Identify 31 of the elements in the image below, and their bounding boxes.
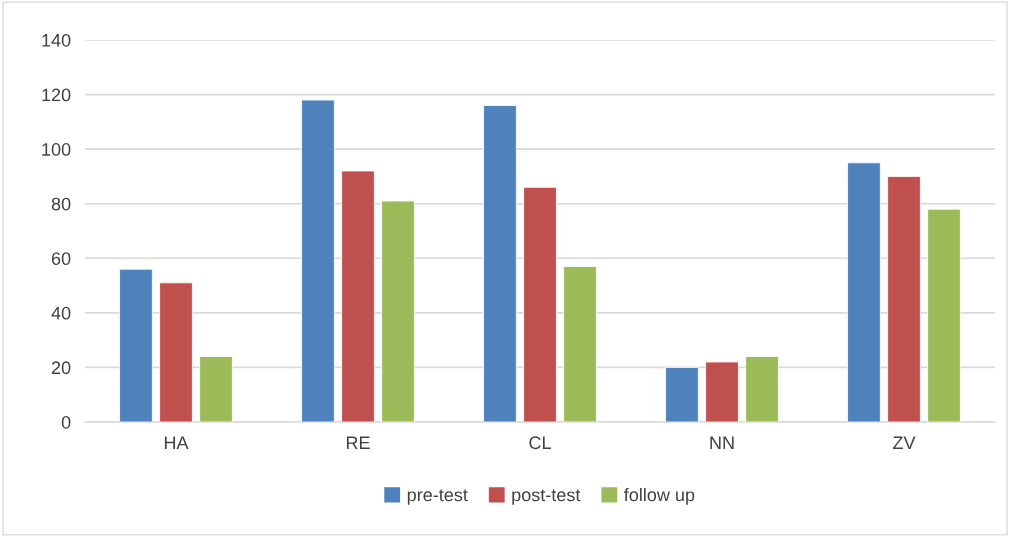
legend-label: post-test <box>512 489 581 505</box>
y-tick-label: 60 <box>51 252 71 266</box>
bar <box>927 208 961 422</box>
x-tick-label: RE <box>346 436 370 449</box>
bar <box>119 268 153 422</box>
legend-label: follow up <box>624 488 695 505</box>
bar <box>483 105 517 422</box>
bar <box>301 99 335 422</box>
bar <box>705 361 739 422</box>
y-tick-label: 40 <box>51 306 71 320</box>
y-tick-label: 120 <box>42 88 71 102</box>
bar <box>563 266 597 422</box>
y-tick-label: 100 <box>42 143 71 156</box>
y-tick-label: 20 <box>51 361 71 375</box>
x-tick-label: ZV <box>893 436 916 449</box>
x-tick-label: HA <box>164 436 189 449</box>
bar <box>665 367 699 422</box>
bar <box>199 356 233 422</box>
x-tick-label: NN <box>710 436 734 449</box>
bar <box>381 200 415 422</box>
y-tick-label: 80 <box>51 197 71 211</box>
y-tick-label: 140 <box>42 33 71 47</box>
y-tick-label: 0 <box>61 415 71 429</box>
bar <box>523 186 557 422</box>
legend-label: pre-test <box>407 489 468 505</box>
bar <box>887 176 921 422</box>
x-tick-label: CL <box>529 436 551 450</box>
bar <box>847 162 881 422</box>
bar <box>745 356 779 422</box>
bar <box>341 170 375 422</box>
bar <box>159 282 193 422</box>
